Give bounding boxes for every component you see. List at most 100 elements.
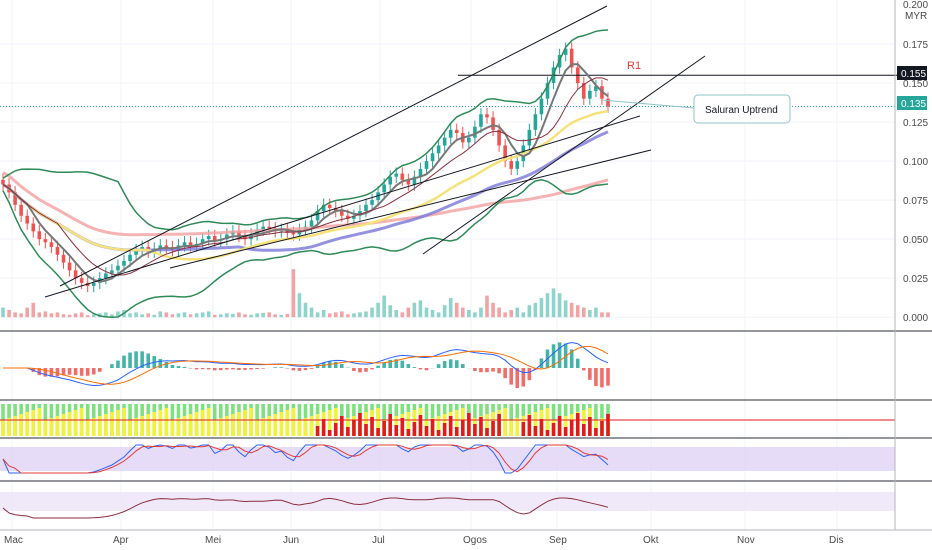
bollinger-lower: [2, 179, 609, 319]
macd-histogram-bar: [122, 355, 126, 368]
strength-bar-hot: [545, 430, 550, 436]
volume-bar: [346, 314, 350, 318]
strength-bar-mid: [315, 414, 320, 436]
strength-bar-mid: [249, 408, 253, 436]
macd-histogram-bar: [249, 368, 253, 370]
x-month-label: Mei: [205, 535, 221, 546]
volume-bar: [485, 295, 489, 318]
strength-bar-mid: [309, 416, 314, 436]
macd-histogram-bar: [146, 353, 150, 368]
strength-bar-mid: [134, 418, 138, 436]
volume-bar: [563, 300, 568, 318]
macd-histogram-bar: [273, 367, 278, 368]
candle-body: [545, 83, 550, 99]
volume-bar: [533, 302, 538, 318]
candle-body: [309, 220, 314, 227]
stoch-k-line: [2, 444, 609, 474]
volume-bar: [200, 312, 205, 318]
time-axis[interactable]: Mac Apr Mei Jun Jul Ogos Sep Okt Nov Dis: [0, 529, 932, 546]
macd-histogram-bar: [364, 368, 368, 372]
annotation-callout[interactable]: Saluran Uptrend: [693, 94, 791, 124]
volume-bar: [467, 309, 471, 318]
candle-body: [400, 173, 405, 180]
price-axis[interactable]: 0.175 0.150 0.125 0.100 0.075 0.050 0.025 0.000: [894, 0, 928, 530]
volume-bar: [110, 314, 114, 318]
volume-bar: [436, 312, 441, 318]
candle-body: [424, 161, 429, 169]
candle-body: [285, 229, 290, 233]
volume-bar: [19, 313, 23, 318]
strength-bar-mid: [515, 418, 520, 436]
volume-bars: [1, 269, 610, 318]
strength-bar-mid: [267, 416, 271, 436]
macd-histogram-bar: [261, 368, 265, 369]
volume-bar: [370, 307, 374, 318]
candle-body: [134, 250, 138, 255]
volume-bar: [73, 313, 78, 318]
macd-histogram-bar: [406, 364, 411, 368]
volume-bar: [539, 297, 544, 318]
strength-bar-mid: [140, 416, 144, 436]
strength-bar-mid: [406, 412, 411, 436]
candle-body: [261, 226, 265, 230]
candle-body: [448, 129, 453, 138]
macd-histogram-bar: [442, 361, 447, 368]
macd-histogram-bar: [79, 368, 84, 376]
macd-histogram-bar: [182, 366, 187, 368]
candle-body: [454, 129, 459, 133]
strength-bar-mid: [225, 416, 229, 436]
candle-body: [594, 86, 598, 91]
volume-bar: [333, 312, 338, 318]
volume-bar: [49, 313, 54, 318]
candle-body: [412, 176, 417, 185]
rsi-pane: [0, 492, 895, 519]
volume-bar: [1, 307, 5, 318]
volume-bar: [545, 293, 550, 318]
candle-body: [158, 245, 163, 249]
candle-body: [49, 242, 54, 247]
strength-bar-hot: [551, 423, 556, 436]
candle-body: [582, 83, 586, 99]
callout-pointer: [601, 99, 695, 109]
strength-bar-hot: [370, 417, 374, 436]
strength-bar-hot: [485, 428, 489, 436]
price-badge-135: 0.135: [897, 96, 927, 110]
strength-bar-mid: [49, 418, 54, 436]
candle-body: [352, 215, 356, 219]
volume-bar: [515, 307, 520, 318]
strength-bar-mid: [454, 410, 459, 436]
rsi-band: [0, 492, 895, 511]
volume-bar: [212, 314, 217, 318]
resistance-label: R1: [627, 60, 641, 72]
color-bars-pane: [0, 404, 895, 436]
candle-body: [31, 223, 36, 232]
volume-bar: [424, 307, 429, 318]
macd-histogram-bar: [473, 368, 477, 371]
strength-bar-mid: [7, 418, 11, 436]
macd-histogram-bar: [418, 368, 423, 370]
candle-body: [212, 236, 217, 241]
macd-histogram-bar: [358, 368, 362, 373]
strength-bar-mid: [128, 420, 132, 436]
strength-bar-hot: [491, 421, 495, 436]
strength-bar-hot: [527, 415, 532, 436]
strength-bar-hot: [497, 414, 501, 436]
volume-bar: [104, 312, 108, 318]
strength-bar-mid: [297, 420, 302, 436]
macd-histogram-bar: [49, 368, 54, 377]
strength-bar-mid: [231, 414, 235, 436]
strength-bar-mid: [333, 408, 338, 436]
macd-histogram-bar: [303, 368, 308, 371]
volume-bar: [430, 309, 435, 318]
candle-body: [509, 161, 513, 169]
volume-bar: [25, 307, 29, 318]
macd-histogram-bar: [497, 368, 501, 374]
strength-bar-mid: [545, 408, 550, 436]
macd-histogram-bar: [285, 368, 290, 369]
strength-bar-hot: [582, 424, 586, 436]
strength-bar-mid: [243, 410, 247, 436]
volume-bar: [394, 309, 399, 318]
volume-bar: [279, 314, 284, 318]
volume-bar: [382, 295, 386, 318]
macd-histogram-bar: [128, 352, 132, 368]
